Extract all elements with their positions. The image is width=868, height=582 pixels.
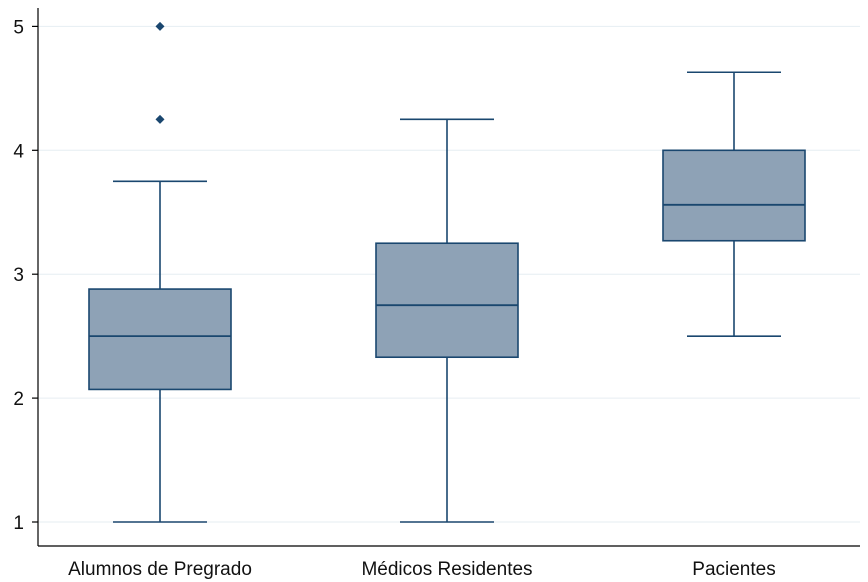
x-category-label-2: Médicos Residentes — [361, 559, 532, 580]
box-iqr — [88, 288, 232, 391]
axes — [37, 8, 860, 547]
y-ticks: 1 2 3 4 5 — [13, 17, 38, 534]
box-iqr — [662, 149, 806, 242]
y-tick-label-5: 5 — [13, 17, 24, 38]
x-category-label-3: Pacientes — [692, 559, 775, 580]
boxes — [88, 21, 806, 523]
x-category-labels: Alumnos de Pregrado Médicos Residentes Pac… — [68, 559, 776, 580]
box-iqr — [375, 242, 519, 359]
box-group-1 — [88, 21, 232, 523]
outlier-point — [155, 114, 165, 124]
y-tick-label-2: 2 — [13, 389, 24, 410]
x-category-label-1: Alumnos de Pregrado — [68, 559, 252, 580]
y-tick-label-3: 3 — [13, 265, 24, 286]
y-tick-label-4: 4 — [13, 141, 24, 162]
outlier-point — [155, 21, 165, 31]
box-group-2 — [375, 118, 519, 523]
y-tick-label-1: 1 — [13, 513, 24, 534]
box-group-3 — [662, 71, 806, 337]
